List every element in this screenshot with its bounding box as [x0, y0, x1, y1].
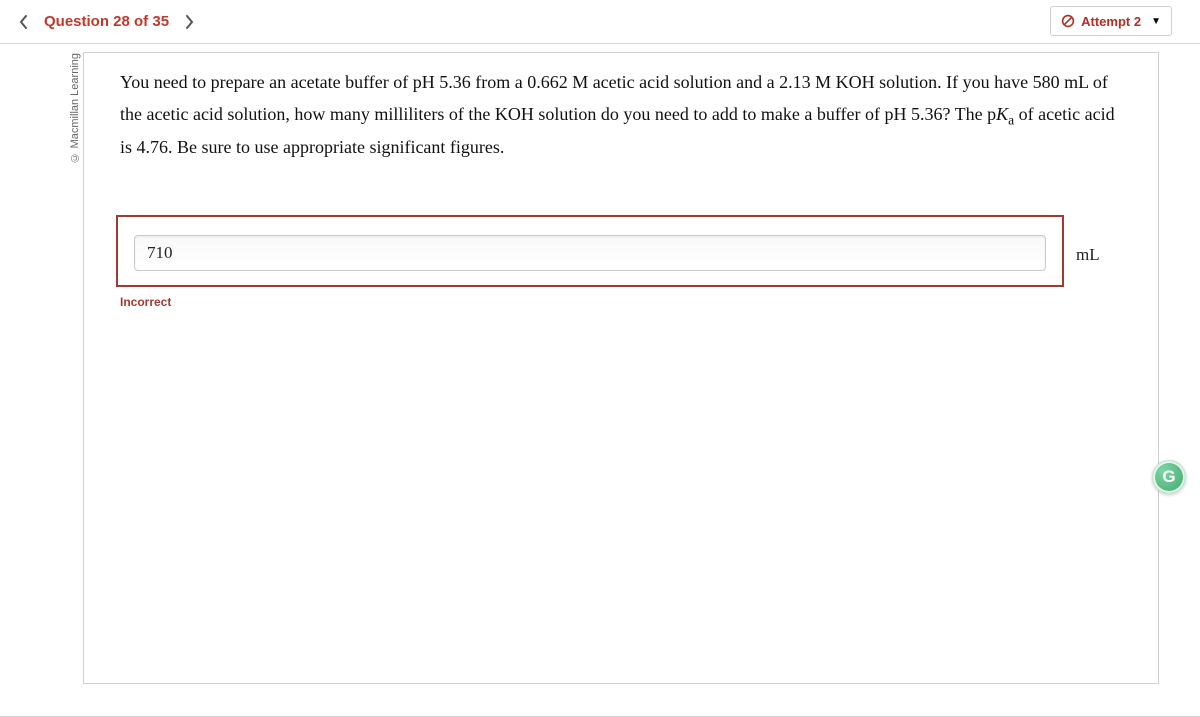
feedback-label: Incorrect — [120, 295, 1076, 309]
answer-area: mL Incorrect — [116, 215, 1076, 309]
caret-down-icon: ▼ — [1151, 16, 1161, 27]
copyright-rail: © Macmillan Learning — [66, 53, 84, 683]
answer-unit-label: mL — [1076, 245, 1100, 265]
chevron-right-icon — [184, 15, 194, 29]
grammarly-badge[interactable]: G — [1152, 460, 1186, 494]
attempt-label: Attempt 2 — [1081, 14, 1141, 29]
attempt-dropdown[interactable]: Attempt 2 ▼ — [1050, 6, 1172, 36]
question-panel: © Macmillan Learning You need to prepare… — [83, 52, 1159, 684]
question-prompt: You need to prepare an acetate buffer of… — [84, 53, 1158, 163]
next-question-button[interactable] — [177, 10, 201, 34]
question-header-bar: Question 28 of 35 Attempt 2 ▼ — [0, 0, 1200, 44]
chevron-left-icon — [19, 15, 29, 29]
copyright-text: © Macmillan Learning — [69, 53, 81, 173]
no-entry-icon — [1061, 14, 1075, 28]
prev-question-button[interactable] — [12, 10, 36, 34]
grammarly-badge-letter: G — [1162, 467, 1175, 487]
answer-frame — [116, 215, 1064, 287]
question-counter-label: Question 28 of 35 — [44, 13, 169, 30]
answer-input[interactable] — [134, 235, 1046, 271]
